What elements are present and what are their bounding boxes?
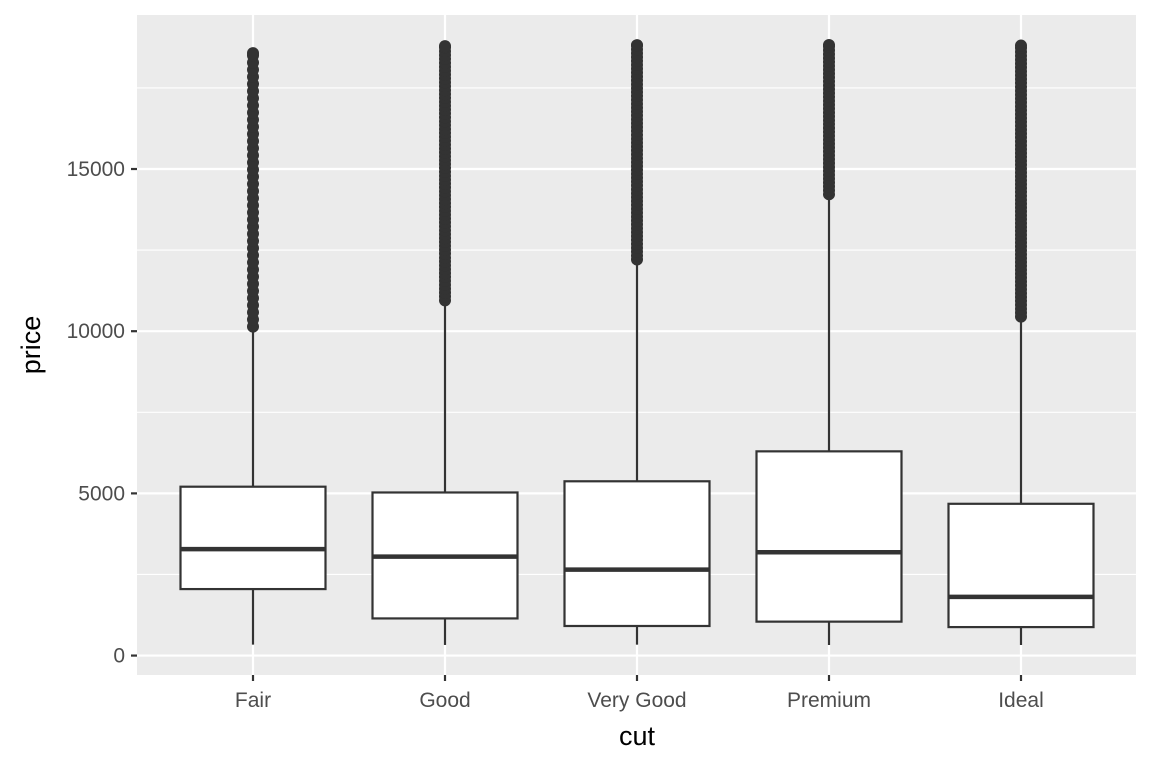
outliers [439, 40, 451, 307]
box-fair [179, 47, 327, 645]
outlier-point [1015, 39, 1027, 52]
x-axis-title: cut [619, 721, 656, 751]
outlier-point [439, 40, 451, 53]
x-tick-label: Very Good [587, 689, 686, 712]
box-very-good [563, 39, 711, 645]
outlier-point [631, 39, 643, 52]
y-tick-label: 10000 [67, 320, 125, 343]
y-tick-label: 5000 [78, 482, 125, 505]
x-tick-label: Fair [235, 689, 271, 712]
y-axis-title: price [16, 316, 46, 375]
x-tick-label: Premium [787, 689, 871, 712]
box-iqr [563, 480, 711, 628]
y-tick-label: 15000 [67, 158, 125, 181]
boxes [179, 39, 1095, 645]
outliers [631, 39, 643, 266]
outliers [247, 47, 259, 333]
box-iqr [179, 485, 327, 591]
outlier-point [823, 39, 835, 52]
y-tick-label: 0 [113, 645, 125, 668]
box-ideal [947, 39, 1095, 645]
x-tick-label: Ideal [998, 689, 1044, 712]
outliers [823, 39, 835, 201]
outliers [1015, 39, 1027, 323]
box-iqr [755, 450, 903, 623]
x-tick-label: Good [419, 689, 470, 712]
x-axis: Fair Good Very Good Premium Ideal [235, 675, 1044, 712]
box-iqr [947, 502, 1095, 629]
box-good [371, 40, 519, 645]
box-premium [755, 39, 903, 645]
y-axis: 0 5000 10000 15000 [67, 158, 137, 668]
outlier-point [247, 47, 259, 60]
